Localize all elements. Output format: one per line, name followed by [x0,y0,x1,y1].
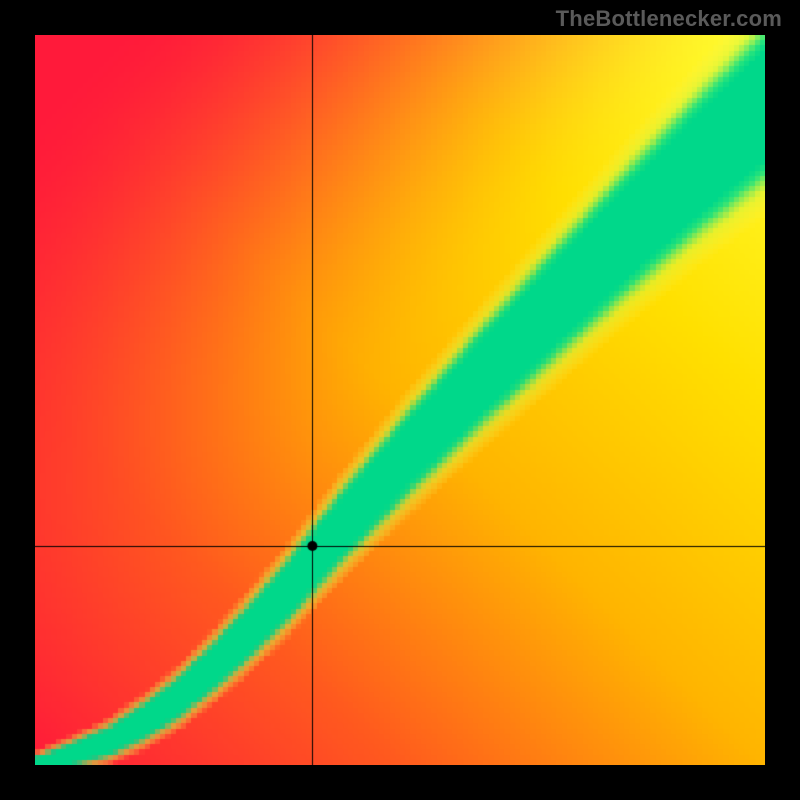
page-root: { "meta": { "watermark": "TheBottlenecke… [0,0,800,800]
plot-frame [35,35,765,765]
watermark-text: TheBottlenecker.com [556,6,782,32]
heatmap-canvas [35,35,765,765]
